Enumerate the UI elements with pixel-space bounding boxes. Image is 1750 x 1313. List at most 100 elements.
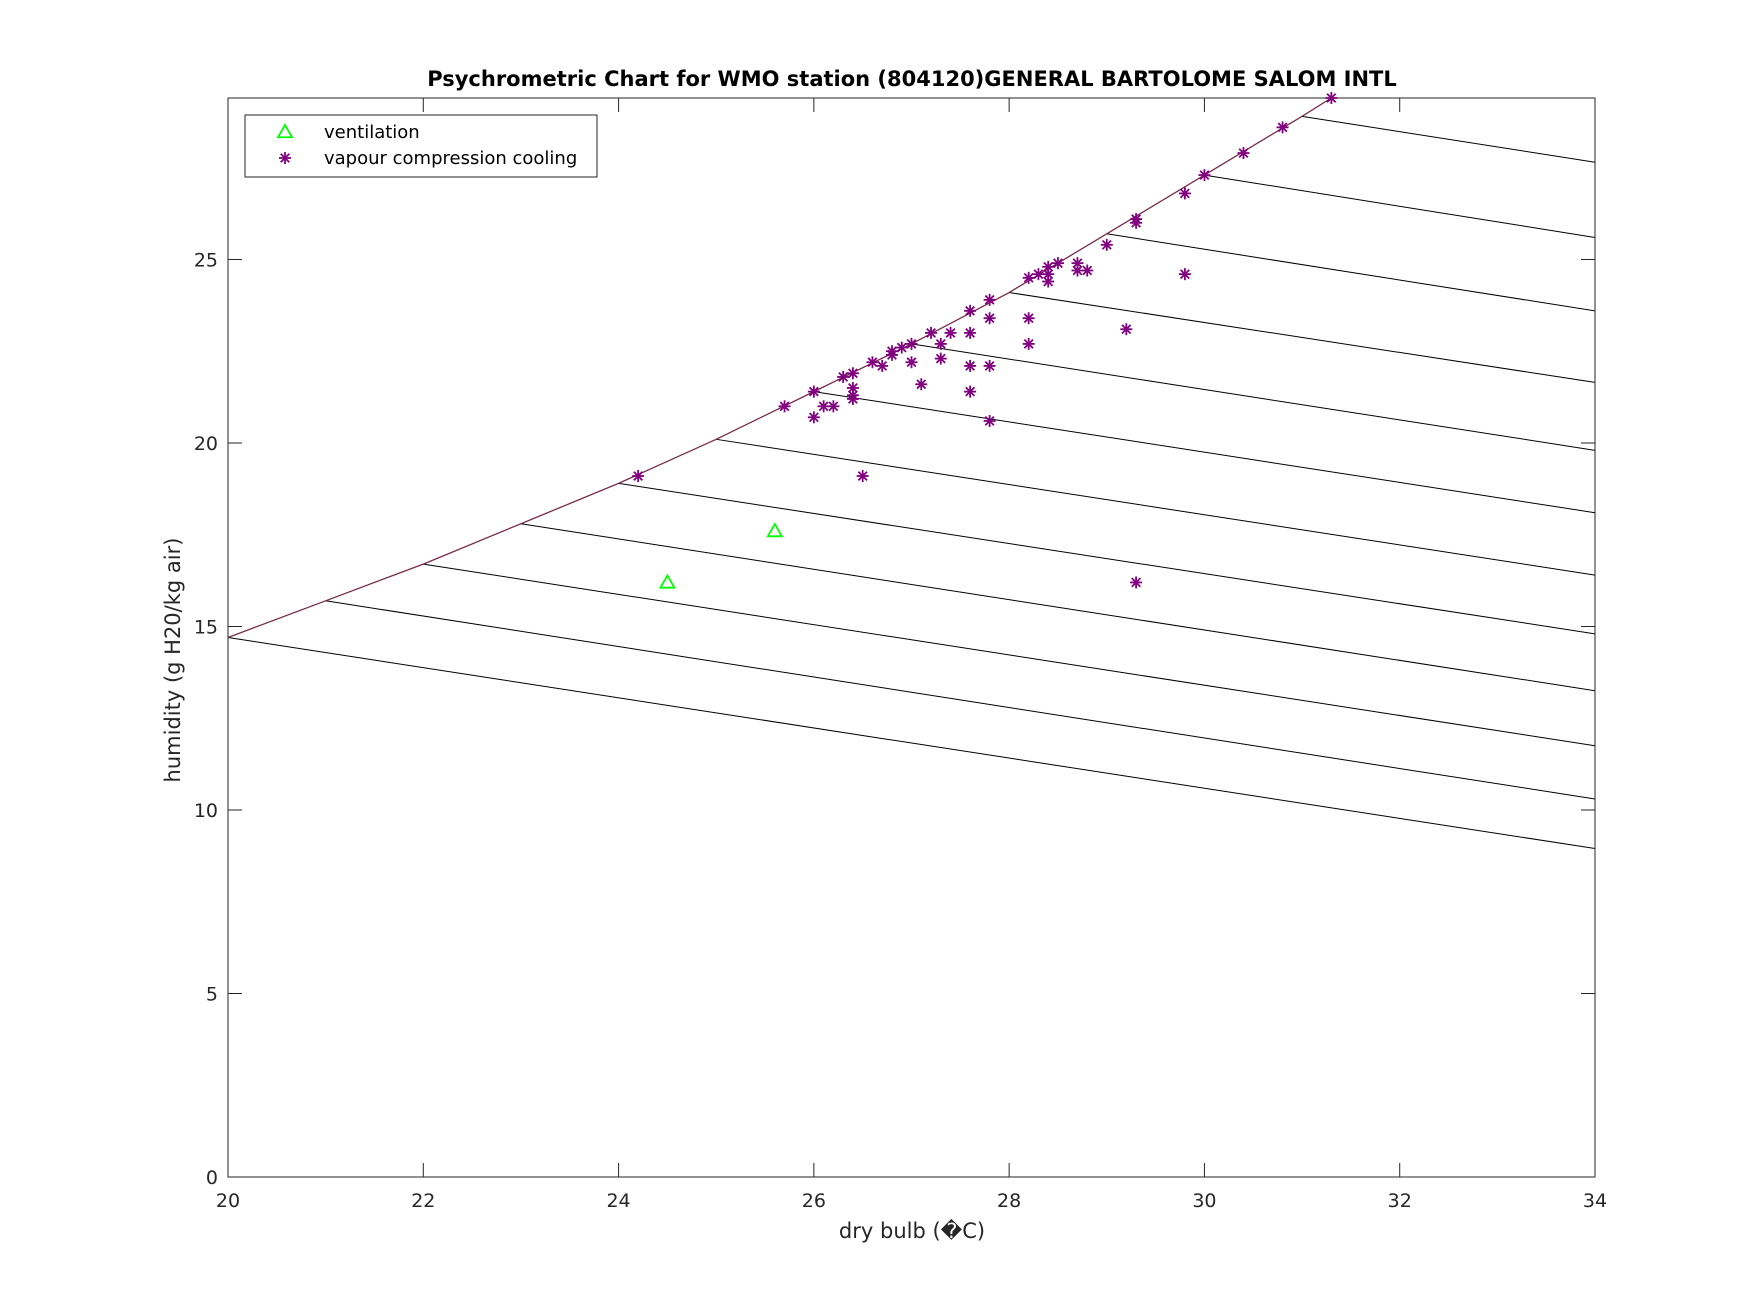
y-tick-label: 25 — [194, 249, 218, 271]
y-tick-label: 0 — [206, 1167, 218, 1189]
asterisk-stroke — [1121, 324, 1132, 335]
asterisk-stroke — [984, 313, 995, 324]
vapour-compression-point — [934, 337, 947, 350]
asterisk-stroke — [808, 386, 819, 397]
vapour-compression-point — [983, 359, 996, 372]
x-axis-label: dry bulb (�C) — [839, 1218, 985, 1243]
vapour-compression-point — [905, 356, 918, 369]
asterisk-stroke — [838, 371, 849, 382]
asterisk-stroke — [1326, 93, 1337, 103]
ventilation-point — [658, 573, 676, 589]
vapour-compression-point — [944, 326, 957, 339]
vapour-compression-point — [1237, 147, 1250, 160]
vapour-compression-point — [807, 385, 820, 398]
asterisk-stroke — [808, 412, 819, 423]
wet-bulb-line — [1204, 174, 1595, 238]
wet-bulb-line — [1009, 292, 1595, 383]
vapour-compression-point — [1130, 216, 1143, 229]
vapour-compression-point — [1198, 169, 1211, 182]
y-tick-label: 10 — [194, 800, 218, 822]
plot-area: 20 22 24 26 28 30 32 34 0 5 10 15 20 25 — [194, 92, 1607, 1212]
asterisk-stroke — [1072, 265, 1083, 276]
wet-bulb-line — [618, 482, 1595, 635]
ventilation-point — [766, 522, 784, 538]
vapour-compression-point — [895, 341, 908, 354]
asterisk-stroke — [965, 386, 976, 397]
vapour-compression-point — [1081, 264, 1094, 277]
x-tick-label: 20 — [216, 1190, 240, 1212]
asterisk-stroke — [818, 401, 829, 412]
vapour-compression-point — [876, 359, 889, 372]
x-tick-label: 32 — [1388, 1190, 1412, 1212]
wet-bulb-line — [1301, 115, 1595, 163]
asterisk-stroke — [867, 357, 878, 368]
asterisk-stroke — [828, 401, 839, 412]
wet-bulb-line — [716, 438, 1595, 576]
vapour-compression-point — [778, 400, 791, 413]
vapour-compression-point — [1178, 268, 1191, 281]
asterisk-stroke — [1043, 261, 1054, 272]
asterisk-stroke — [896, 342, 907, 353]
vapour-compression-point — [632, 470, 645, 483]
vapour-compression-point — [964, 385, 977, 398]
vapour-compression-point — [856, 470, 869, 483]
vapour-compression-point — [925, 326, 938, 339]
vapour-compression-point — [934, 352, 947, 365]
vapour-compression-point — [964, 359, 977, 372]
asterisk-stroke — [1277, 122, 1288, 133]
asterisk-stroke — [1101, 239, 1112, 250]
asterisk-stroke — [1238, 148, 1249, 158]
vapour-compression-point — [1022, 312, 1035, 325]
asterisk-stroke — [916, 379, 927, 390]
asterisk-stroke — [847, 368, 858, 379]
vapour-compression-point — [1042, 275, 1055, 288]
vapour-compression-point — [1042, 268, 1055, 281]
wet-bulb-line — [813, 391, 1595, 514]
vapour-compression-point — [964, 304, 977, 317]
asterisk-stroke — [1023, 313, 1034, 324]
asterisk-stroke — [1023, 272, 1034, 283]
vapour-compression-point — [817, 400, 830, 413]
vapour-compression-point — [1120, 323, 1133, 336]
asterisk-stroke — [984, 294, 995, 305]
wet-bulb-lines — [228, 115, 1595, 850]
vapour-compression-point — [846, 367, 859, 380]
x-tick-label: 24 — [606, 1190, 630, 1212]
asterisk-stroke — [857, 471, 868, 481]
asterisk-stroke — [1043, 276, 1054, 287]
asterisk-stroke — [847, 382, 858, 393]
asterisk-stroke — [984, 360, 995, 371]
vapour-compression-point — [983, 414, 996, 427]
legend-box — [244, 114, 598, 178]
legend-label: vapour compression cooling — [324, 148, 577, 169]
vapour-compression-point — [1100, 238, 1113, 251]
vapour-compression-point — [1178, 187, 1191, 200]
asterisk-stroke — [280, 153, 290, 163]
wet-bulb-line — [228, 637, 1595, 850]
vapour-compression-point — [915, 378, 928, 391]
wet-bulb-line — [520, 523, 1595, 692]
vapour-compression-point — [866, 356, 879, 369]
asterisk-stroke — [1072, 258, 1083, 269]
wet-bulb-line — [911, 343, 1595, 451]
vapour-compression-point — [885, 348, 898, 361]
x-tick-label: 34 — [1583, 1190, 1607, 1212]
legend-marker-ventilation — [276, 123, 294, 139]
wet-bulb-line — [1106, 233, 1595, 312]
asterisk-stroke — [1043, 269, 1054, 280]
vapour-compression-point — [1022, 271, 1035, 284]
vapour-compression-point — [964, 326, 977, 339]
y-tick-label: 20 — [194, 433, 218, 455]
asterisk-stroke — [1082, 265, 1093, 276]
asterisk-stroke — [965, 327, 976, 338]
vapour-compression-point — [827, 400, 840, 413]
asterisk-stroke — [965, 305, 976, 316]
vapour-compression-point — [1276, 121, 1289, 134]
series-ventilation — [658, 522, 784, 589]
vapour-compression-point — [983, 312, 996, 325]
y-axis-label: humidity (g H20/kg air) — [161, 538, 185, 783]
series-vapour-compression-cooling — [632, 92, 1338, 589]
vapour-compression-point — [1325, 92, 1338, 104]
vapour-compression-point — [1051, 257, 1064, 270]
